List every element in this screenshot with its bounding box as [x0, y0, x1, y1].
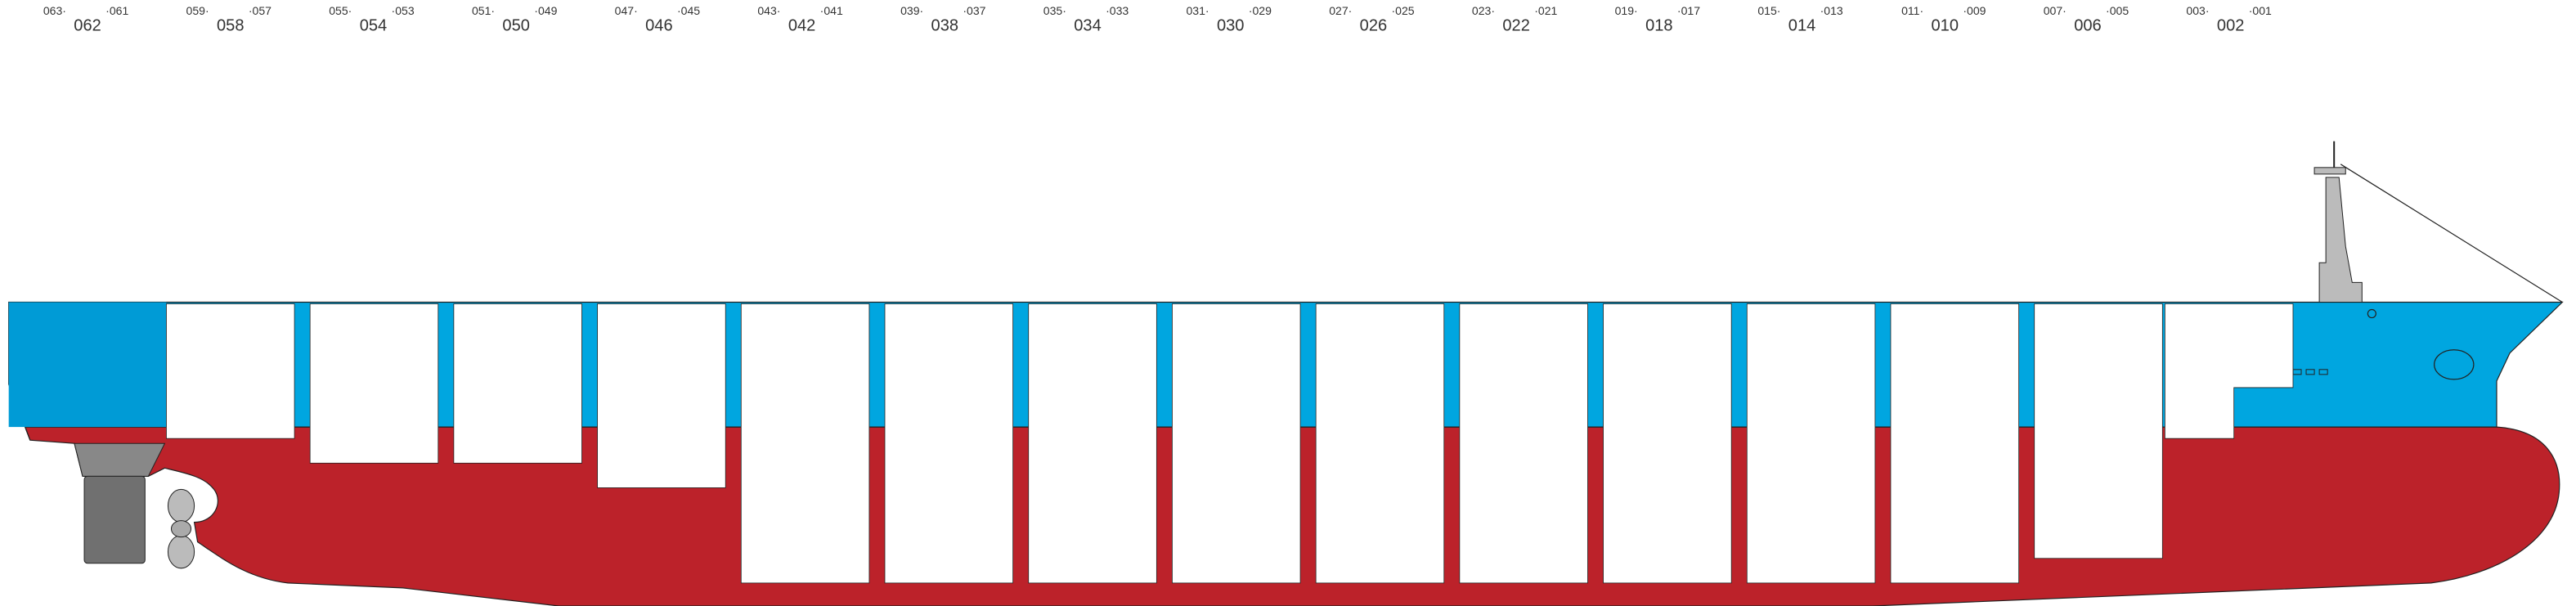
- bay-right: ·049: [534, 4, 557, 17]
- bay-center: 038: [931, 16, 959, 34]
- bay-right: ·021: [1534, 4, 1557, 17]
- bay-center: 014: [1788, 16, 1816, 34]
- hold: [1315, 303, 1445, 584]
- bay-left: 055·: [329, 4, 352, 17]
- hold: [2034, 303, 2163, 559]
- bay-left: 019·: [1615, 4, 1638, 17]
- bay-labels: 063· 062 ·061 059· 058 ·057 055· 054 ·053 051· 050…: [43, 4, 2272, 35]
- bay-left: 007·: [2044, 4, 2067, 17]
- bay-right: ·029: [1249, 4, 1272, 17]
- mast-top: [2313, 167, 2346, 175]
- hold: [1172, 303, 1301, 584]
- bay-left: 003·: [2186, 4, 2209, 17]
- bay-center: 046: [645, 16, 673, 34]
- bay-center: 054: [360, 16, 388, 34]
- propeller-blade: [167, 488, 195, 523]
- bay-center: 006: [2074, 16, 2101, 34]
- bay-right: ·033: [1106, 4, 1129, 17]
- anchor-mark: [2367, 308, 2376, 319]
- hold: [2164, 303, 2294, 439]
- superstructure: [2318, 177, 2363, 303]
- bay-center: 002: [2217, 16, 2244, 34]
- bay-left: 015·: [1757, 4, 1780, 17]
- bay-right: ·005: [2106, 4, 2129, 17]
- bay-center: 042: [788, 16, 816, 34]
- hold: [1459, 303, 1588, 584]
- hold: [1746, 303, 1876, 584]
- bay-right: ·053: [392, 4, 415, 17]
- hatch-mark: [2305, 369, 2315, 375]
- bay-left: 011·: [1901, 4, 1923, 17]
- propeller-hub: [170, 520, 192, 538]
- stay-wire: [2340, 164, 2563, 303]
- bay-right: ·013: [1820, 4, 1843, 17]
- bay-left: 035·: [1043, 4, 1066, 17]
- bay-left: 031·: [1186, 4, 1209, 17]
- bay-left: 043·: [757, 4, 780, 17]
- bay-center: 034: [1074, 16, 1102, 34]
- hold: [1603, 303, 1732, 584]
- bay-left: 023·: [1472, 4, 1495, 17]
- hold: [884, 303, 1014, 584]
- bay-center: 026: [1360, 16, 1388, 34]
- bay-center: 022: [1502, 16, 1530, 34]
- skeg: [74, 442, 166, 477]
- holds: [166, 303, 2294, 584]
- hold: [309, 303, 439, 464]
- bay-right: ·009: [1963, 4, 1986, 17]
- hold: [453, 303, 582, 464]
- hatch-mark: [2318, 369, 2328, 375]
- bay-right: ·025: [1392, 4, 1415, 17]
- bay-left: 063·: [43, 4, 66, 17]
- propeller-blade: [167, 535, 195, 569]
- hold: [166, 303, 295, 439]
- hold: [1028, 303, 1157, 584]
- bay-right: ·041: [820, 4, 843, 17]
- bay-right: ·037: [963, 4, 985, 17]
- rudder: [83, 475, 146, 564]
- bay-right: ·061: [105, 4, 128, 17]
- bay-center: 058: [217, 16, 245, 34]
- bay-center: 018: [1645, 16, 1673, 34]
- bay-right: ·017: [1677, 4, 1700, 17]
- bay-right: ·045: [677, 4, 700, 17]
- hold: [740, 303, 870, 584]
- bay-left: 039·: [900, 4, 923, 17]
- bay-right: ·057: [249, 4, 272, 17]
- bay-center: 050: [502, 16, 530, 34]
- bay-center: 062: [74, 16, 101, 34]
- bay-left: 051·: [472, 4, 495, 17]
- bay-right: ·001: [2249, 4, 2272, 17]
- bay-left: 047·: [615, 4, 638, 17]
- stern-block: [8, 302, 167, 428]
- hold: [1890, 303, 2020, 584]
- bow-logo: [2434, 349, 2475, 380]
- bay-center: 010: [1932, 16, 1959, 34]
- bay-left: 027·: [1329, 4, 1352, 17]
- hold: [597, 303, 726, 488]
- bay-center: 030: [1217, 16, 1245, 34]
- bay-left: 059·: [186, 4, 209, 17]
